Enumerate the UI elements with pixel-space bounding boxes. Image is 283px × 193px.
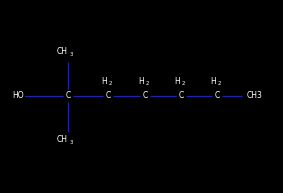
Text: H: H xyxy=(210,78,216,86)
Text: 2: 2 xyxy=(109,81,113,86)
Text: HO: HO xyxy=(12,91,24,101)
Text: 2: 2 xyxy=(146,81,149,86)
Text: 2: 2 xyxy=(218,81,222,86)
Text: C: C xyxy=(215,91,220,101)
Text: CH: CH xyxy=(57,135,68,145)
Text: CH: CH xyxy=(57,47,68,57)
Text: C: C xyxy=(142,91,148,101)
Text: H: H xyxy=(101,78,107,86)
Text: 3: 3 xyxy=(70,140,74,145)
Text: C: C xyxy=(65,91,71,101)
Text: H: H xyxy=(174,78,180,86)
Text: 3: 3 xyxy=(70,52,74,57)
Text: C: C xyxy=(178,91,184,101)
Text: CH3: CH3 xyxy=(247,91,263,101)
Text: H: H xyxy=(138,78,144,86)
Text: 2: 2 xyxy=(182,81,185,86)
Text: C: C xyxy=(105,91,111,101)
